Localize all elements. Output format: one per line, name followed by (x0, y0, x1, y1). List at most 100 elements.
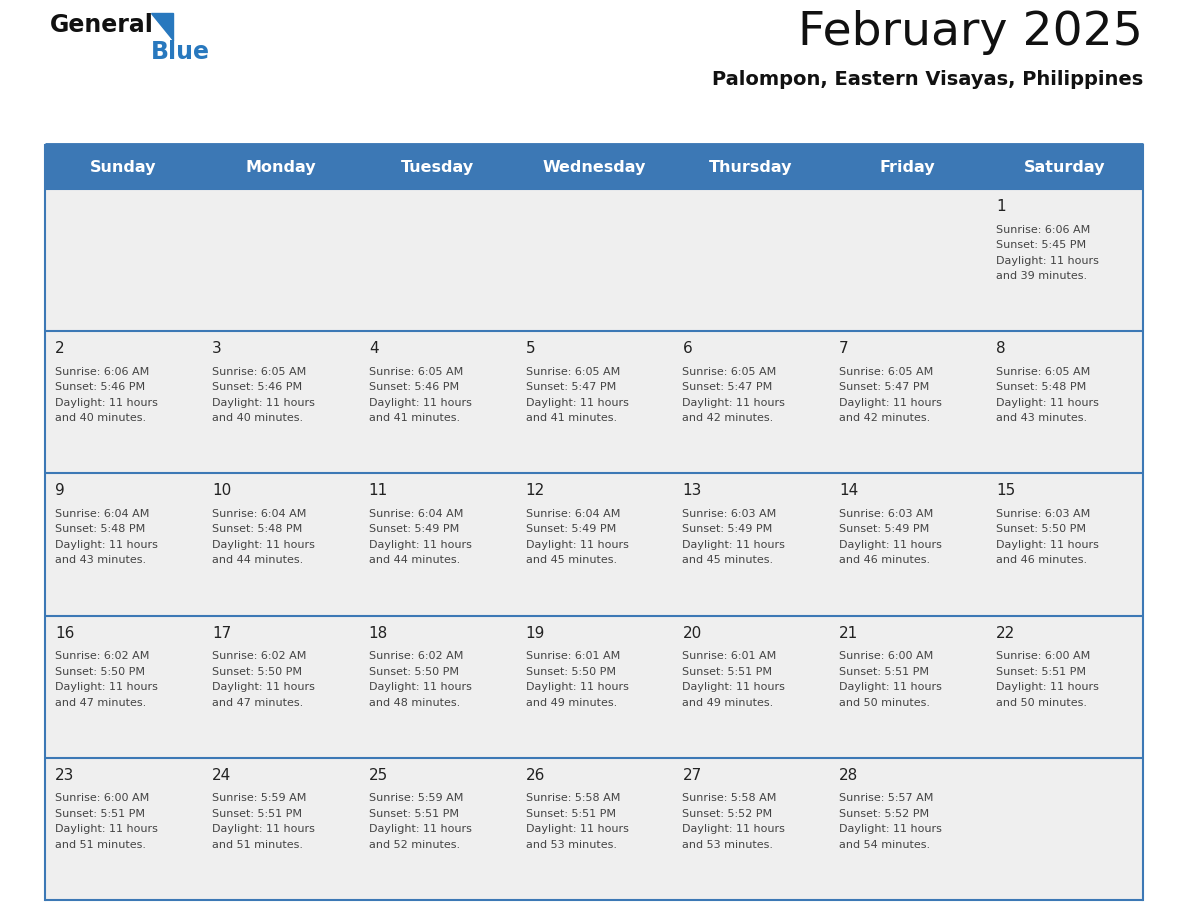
Text: Sunrise: 6:04 AM: Sunrise: 6:04 AM (525, 509, 620, 519)
Text: Daylight: 11 hours: Daylight: 11 hours (55, 682, 158, 692)
Text: Daylight: 11 hours: Daylight: 11 hours (996, 255, 1099, 265)
Text: 5: 5 (525, 341, 536, 356)
Text: 12: 12 (525, 484, 545, 498)
Text: and 39 minutes.: and 39 minutes. (996, 271, 1087, 281)
Text: Sunrise: 6:06 AM: Sunrise: 6:06 AM (996, 225, 1091, 235)
Text: Sunrise: 6:05 AM: Sunrise: 6:05 AM (211, 367, 307, 376)
Text: Sunrise: 6:00 AM: Sunrise: 6:00 AM (55, 793, 150, 803)
Text: Sunset: 5:46 PM: Sunset: 5:46 PM (211, 382, 302, 392)
Text: Sunrise: 6:01 AM: Sunrise: 6:01 AM (682, 651, 777, 661)
Text: Daylight: 11 hours: Daylight: 11 hours (682, 824, 785, 834)
Text: Sunrise: 6:03 AM: Sunrise: 6:03 AM (682, 509, 777, 519)
Text: and 47 minutes.: and 47 minutes. (55, 698, 146, 708)
Text: 25: 25 (368, 767, 388, 783)
Bar (45, 758, 1143, 900)
Text: Daylight: 11 hours: Daylight: 11 hours (996, 682, 1099, 692)
Text: Sunset: 5:48 PM: Sunset: 5:48 PM (211, 524, 302, 534)
Text: Daylight: 11 hours: Daylight: 11 hours (525, 824, 628, 834)
Text: Sunset: 5:49 PM: Sunset: 5:49 PM (682, 524, 772, 534)
Text: Sunset: 5:51 PM: Sunset: 5:51 PM (368, 809, 459, 819)
Bar (45, 474, 1143, 616)
Text: and 48 minutes.: and 48 minutes. (368, 698, 460, 708)
Text: Daylight: 11 hours: Daylight: 11 hours (839, 540, 942, 550)
Text: and 52 minutes.: and 52 minutes. (368, 840, 460, 850)
Text: Sunrise: 6:05 AM: Sunrise: 6:05 AM (996, 367, 1091, 376)
Text: 11: 11 (368, 484, 388, 498)
Text: 7: 7 (839, 341, 849, 356)
Bar (45, 616, 1143, 758)
Text: and 46 minutes.: and 46 minutes. (996, 555, 1087, 565)
Text: Daylight: 11 hours: Daylight: 11 hours (839, 397, 942, 408)
Text: Sunrise: 6:00 AM: Sunrise: 6:00 AM (839, 651, 934, 661)
Text: 14: 14 (839, 484, 859, 498)
Text: Daylight: 11 hours: Daylight: 11 hours (211, 540, 315, 550)
Text: Thursday: Thursday (709, 160, 792, 174)
Text: Daylight: 11 hours: Daylight: 11 hours (211, 824, 315, 834)
Text: and 45 minutes.: and 45 minutes. (682, 555, 773, 565)
Text: Daylight: 11 hours: Daylight: 11 hours (525, 540, 628, 550)
Bar (45, 145, 1143, 189)
Text: Daylight: 11 hours: Daylight: 11 hours (682, 540, 785, 550)
Text: Sunset: 5:49 PM: Sunset: 5:49 PM (525, 524, 615, 534)
Text: Sunset: 5:45 PM: Sunset: 5:45 PM (996, 241, 1086, 250)
Text: 10: 10 (211, 484, 232, 498)
Text: 26: 26 (525, 767, 545, 783)
Text: 23: 23 (55, 767, 75, 783)
Text: Daylight: 11 hours: Daylight: 11 hours (55, 540, 158, 550)
Text: 3: 3 (211, 341, 222, 356)
Text: and 43 minutes.: and 43 minutes. (55, 555, 146, 565)
Text: 24: 24 (211, 767, 232, 783)
Text: 21: 21 (839, 626, 859, 641)
Text: 4: 4 (368, 341, 379, 356)
Text: and 51 minutes.: and 51 minutes. (55, 840, 146, 850)
Text: Sunset: 5:51 PM: Sunset: 5:51 PM (525, 809, 615, 819)
Text: 27: 27 (682, 767, 702, 783)
Text: Sunrise: 6:05 AM: Sunrise: 6:05 AM (525, 367, 620, 376)
Text: and 47 minutes.: and 47 minutes. (211, 698, 303, 708)
Text: and 43 minutes.: and 43 minutes. (996, 413, 1087, 423)
Text: Sunset: 5:50 PM: Sunset: 5:50 PM (996, 524, 1086, 534)
Text: and 51 minutes.: and 51 minutes. (211, 840, 303, 850)
Text: General: General (50, 13, 154, 37)
Text: 18: 18 (368, 626, 388, 641)
Text: 2: 2 (55, 341, 65, 356)
Text: and 42 minutes.: and 42 minutes. (682, 413, 773, 423)
Text: Sunrise: 6:06 AM: Sunrise: 6:06 AM (55, 367, 150, 376)
Text: Sunrise: 6:03 AM: Sunrise: 6:03 AM (996, 509, 1091, 519)
Text: Daylight: 11 hours: Daylight: 11 hours (368, 540, 472, 550)
Text: 16: 16 (55, 626, 75, 641)
Text: Sunset: 5:47 PM: Sunset: 5:47 PM (525, 382, 615, 392)
Text: and 44 minutes.: and 44 minutes. (368, 555, 460, 565)
Text: Sunrise: 5:58 AM: Sunrise: 5:58 AM (525, 793, 620, 803)
Text: Sunrise: 6:05 AM: Sunrise: 6:05 AM (839, 367, 934, 376)
Text: Daylight: 11 hours: Daylight: 11 hours (996, 540, 1099, 550)
Text: Sunrise: 6:04 AM: Sunrise: 6:04 AM (368, 509, 463, 519)
Text: Sunset: 5:51 PM: Sunset: 5:51 PM (211, 809, 302, 819)
Text: 6: 6 (682, 341, 693, 356)
Text: Palompon, Eastern Visayas, Philippines: Palompon, Eastern Visayas, Philippines (712, 70, 1143, 89)
Text: Sunset: 5:48 PM: Sunset: 5:48 PM (996, 382, 1086, 392)
Text: Daylight: 11 hours: Daylight: 11 hours (682, 682, 785, 692)
Text: Sunrise: 6:00 AM: Sunrise: 6:00 AM (996, 651, 1091, 661)
Text: Sunrise: 6:04 AM: Sunrise: 6:04 AM (55, 509, 150, 519)
Text: Daylight: 11 hours: Daylight: 11 hours (839, 682, 942, 692)
Text: and 54 minutes.: and 54 minutes. (839, 840, 930, 850)
Text: and 42 minutes.: and 42 minutes. (839, 413, 930, 423)
Text: 15: 15 (996, 484, 1016, 498)
Bar (45, 189, 1143, 331)
Text: Daylight: 11 hours: Daylight: 11 hours (839, 824, 942, 834)
Text: Sunrise: 6:05 AM: Sunrise: 6:05 AM (368, 367, 463, 376)
Text: Sunset: 5:47 PM: Sunset: 5:47 PM (839, 382, 929, 392)
Text: Sunrise: 6:05 AM: Sunrise: 6:05 AM (682, 367, 777, 376)
Text: Sunset: 5:51 PM: Sunset: 5:51 PM (55, 809, 145, 819)
Text: Sunset: 5:51 PM: Sunset: 5:51 PM (682, 666, 772, 677)
Text: Daylight: 11 hours: Daylight: 11 hours (525, 397, 628, 408)
Text: and 45 minutes.: and 45 minutes. (525, 555, 617, 565)
Text: February 2025: February 2025 (798, 10, 1143, 55)
Text: Friday: Friday (880, 160, 935, 174)
Text: Sunrise: 6:01 AM: Sunrise: 6:01 AM (525, 651, 620, 661)
Text: Sunset: 5:46 PM: Sunset: 5:46 PM (368, 382, 459, 392)
Text: 17: 17 (211, 626, 232, 641)
Text: 19: 19 (525, 626, 545, 641)
Text: and 53 minutes.: and 53 minutes. (682, 840, 773, 850)
